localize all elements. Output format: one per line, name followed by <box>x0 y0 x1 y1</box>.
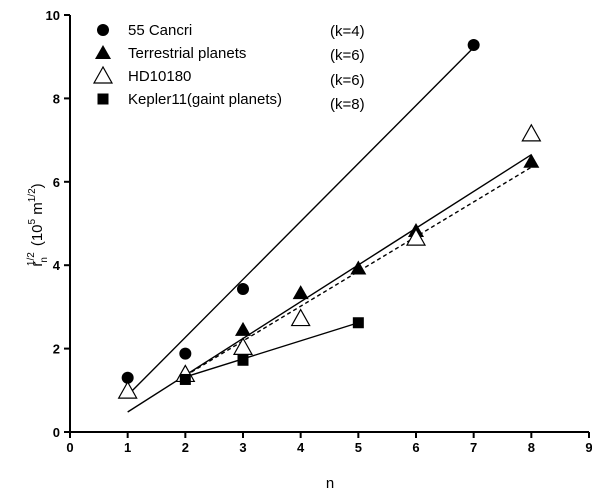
x-tick-label: 3 <box>239 440 246 455</box>
series-3-point <box>119 382 137 398</box>
legend-label-2: Terrestrial planets <box>128 45 246 62</box>
series-2-point <box>235 322 251 336</box>
legend-marker-4 <box>98 94 109 105</box>
legend: 55 Cancri (k=4) Terrestrial planets (k=6) HD… <box>94 22 365 113</box>
y-tick-label: 4 <box>53 258 61 273</box>
y-tick-label: 8 <box>53 91 60 106</box>
legend-k-label-3: (k=6) <box>330 72 365 89</box>
x-tick-label: 7 <box>470 440 477 455</box>
series-2-point <box>350 261 366 275</box>
legend-label-1: 55 Cancri <box>128 22 192 39</box>
legend-marker-2 <box>95 45 111 59</box>
y-axis-title-units-close: ) <box>29 183 46 188</box>
y-tick-label: 6 <box>53 175 60 190</box>
x-tick-label: 2 <box>182 440 189 455</box>
x-axis-title: n <box>326 475 334 492</box>
series-1-point <box>179 348 191 360</box>
fit-line-4 <box>185 323 358 377</box>
series-3-point <box>234 338 252 354</box>
x-tick-label: 5 <box>355 440 362 455</box>
legend-marker-3 <box>94 67 112 83</box>
legend-label-3: HD10180 <box>128 68 191 85</box>
x-tick-label: 8 <box>528 440 535 455</box>
series-3-point <box>292 310 310 326</box>
x-tick-label: 0 <box>66 440 73 455</box>
y-axis-title-sup: 1/2 <box>26 252 37 266</box>
x-tick-label: 6 <box>412 440 419 455</box>
x-tick-label: 4 <box>297 440 305 455</box>
series-1-point <box>237 283 249 295</box>
series-4-point <box>353 317 364 328</box>
series-4-point <box>180 374 191 385</box>
legend-label-4: Kepler11(gaint planets) <box>128 91 282 108</box>
x-tick-label: 1 <box>124 440 131 455</box>
y-tick-label: 0 <box>53 425 60 440</box>
y-axis-title-units-tail: m <box>29 202 46 219</box>
legend-k-label-1: (k=4) <box>330 23 365 40</box>
series-3-point <box>522 125 540 141</box>
legend-k-label-2: (k=6) <box>330 47 365 64</box>
y-axis-title-units-tail-sup: 1/2 <box>27 188 38 202</box>
series-1-point <box>468 39 480 51</box>
legend-k-label-4: (k=8) <box>330 96 365 113</box>
series-4-point <box>238 355 249 366</box>
legend-marker-1 <box>97 24 109 36</box>
y-axis-title-sub: n <box>39 257 50 263</box>
y-tick-label: 10 <box>46 8 60 23</box>
x-tick-label: 9 <box>585 440 592 455</box>
y-axis-title-units: (10 <box>29 224 46 246</box>
series-2-point <box>523 154 539 168</box>
series-2-point <box>293 285 309 299</box>
y-tick-label: 2 <box>53 342 60 357</box>
y-axis-title: rn1/2(105 m1/2) <box>26 183 50 266</box>
